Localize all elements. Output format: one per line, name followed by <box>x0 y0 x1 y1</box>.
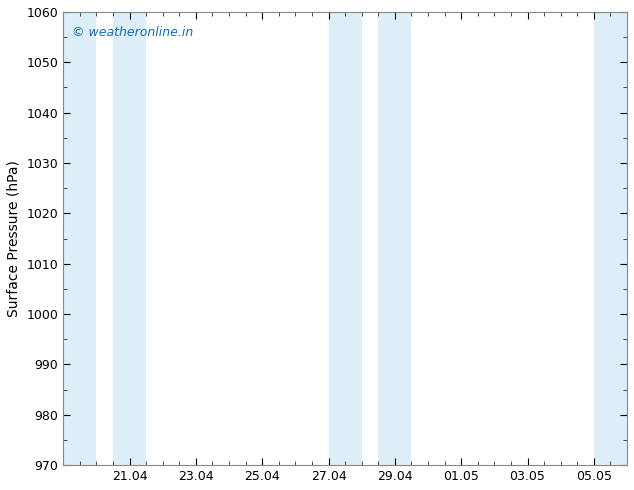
Y-axis label: Surface Pressure (hPa): Surface Pressure (hPa) <box>7 160 21 317</box>
Text: © weatheronline.in: © weatheronline.in <box>72 25 193 39</box>
Bar <box>594 12 627 465</box>
Bar <box>63 12 96 465</box>
Bar <box>378 12 411 465</box>
Bar <box>113 12 146 465</box>
Bar <box>328 12 362 465</box>
